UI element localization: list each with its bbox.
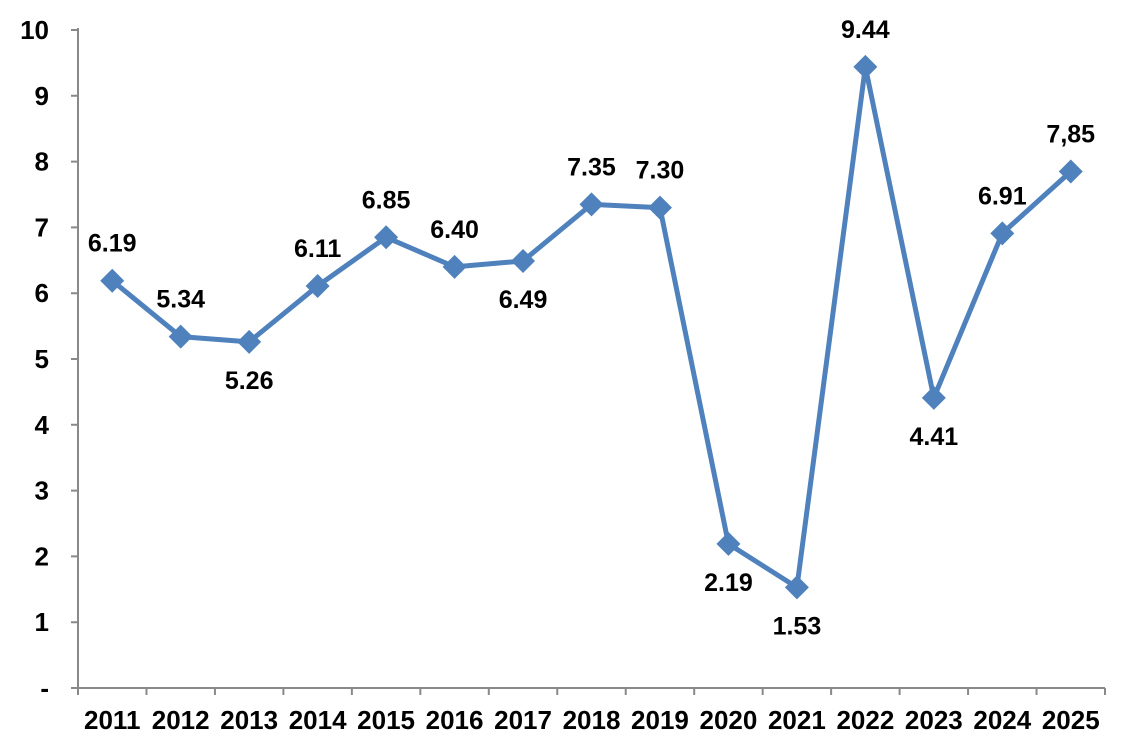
data-point-marker[interactable] xyxy=(100,268,125,293)
data-point-marker[interactable] xyxy=(168,324,193,349)
data-label: 6.91 xyxy=(978,182,1027,210)
x-tick-label: 2021 xyxy=(768,705,826,735)
data-label: 7.35 xyxy=(567,153,616,181)
series-line xyxy=(109,64,1074,590)
data-point-marker[interactable] xyxy=(647,195,672,220)
y-tick-label: 4 xyxy=(35,410,50,440)
data-label: 6.11 xyxy=(294,235,341,263)
data-label: 2.19 xyxy=(704,569,753,597)
x-tick-label: 2012 xyxy=(152,705,210,735)
data-label: 6.49 xyxy=(499,286,548,314)
y-tick-label: 7 xyxy=(35,212,49,242)
x-tick-label: 2024 xyxy=(973,705,1031,735)
x-tick-label: 2022 xyxy=(836,705,894,735)
data-label: 5.34 xyxy=(156,286,205,314)
y-tick-label: 9 xyxy=(35,81,49,111)
x-tick-label: 2015 xyxy=(357,705,415,735)
y-tick-label: - xyxy=(40,673,49,703)
data-point-marker[interactable] xyxy=(511,248,536,273)
y-tick-label: 1 xyxy=(35,607,49,637)
data-label: 4.41 xyxy=(909,423,958,451)
data-point-marker[interactable] xyxy=(442,254,467,279)
x-tick-label: 2016 xyxy=(426,705,484,735)
x-tick-label: 2018 xyxy=(563,705,621,735)
data-label: 7,85 xyxy=(1046,120,1095,148)
data-point-marker[interactable] xyxy=(990,221,1015,246)
axis-ticks xyxy=(71,29,1106,695)
y-tick-label: 10 xyxy=(20,15,49,45)
y-tick-label: 8 xyxy=(35,147,49,177)
data-label: 9.44 xyxy=(841,16,890,44)
x-tick-label: 2011 xyxy=(84,705,140,735)
data-point-marker[interactable] xyxy=(853,54,878,79)
data-point-marker[interactable] xyxy=(1058,159,1083,184)
data-label: 7.30 xyxy=(636,157,685,185)
data-label: 6.19 xyxy=(88,230,137,258)
y-tick-label: 6 xyxy=(35,278,49,308)
y-tick-label: 2 xyxy=(35,541,49,571)
data-label: 1.53 xyxy=(773,612,822,640)
data-point-marker[interactable] xyxy=(305,273,330,298)
data-point-marker[interactable] xyxy=(579,192,604,217)
x-tick-label: 2020 xyxy=(700,705,758,735)
data-point-marker[interactable] xyxy=(921,385,946,410)
data-point-marker[interactable] xyxy=(374,225,399,250)
data-point-marker[interactable] xyxy=(237,329,262,354)
x-tick-label: 2025 xyxy=(1042,705,1100,735)
x-tick-label: 2017 xyxy=(494,705,552,735)
data-label: 6.40 xyxy=(430,216,479,244)
y-tick-label: 3 xyxy=(35,476,49,506)
x-tick-label: 2013 xyxy=(220,705,278,735)
data-label: 5.26 xyxy=(225,367,274,395)
y-tick-label: 5 xyxy=(35,344,49,374)
x-tick-label: 2014 xyxy=(289,705,347,735)
data-label: 6.85 xyxy=(362,186,411,214)
x-tick-label: 2019 xyxy=(631,705,689,735)
data-point-marker[interactable] xyxy=(716,531,741,556)
data-point-marker[interactable] xyxy=(784,575,809,600)
x-tick-label: 2023 xyxy=(905,705,963,735)
